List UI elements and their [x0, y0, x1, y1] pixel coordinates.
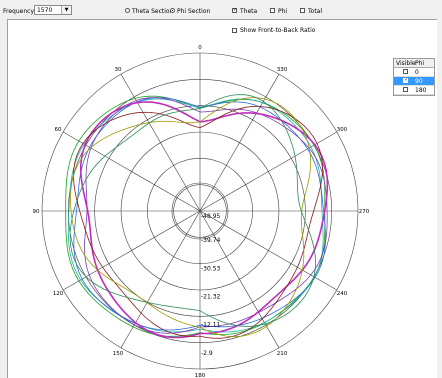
- pattern-trace: [67, 98, 324, 333]
- theta-section-radio[interactable]: [125, 8, 130, 13]
- theta-label[interactable]: Theta: [240, 8, 258, 15]
- angle-label: 30: [115, 67, 122, 73]
- radial-label: -2.9: [201, 350, 213, 357]
- front-to-back-checkbox[interactable]: [232, 28, 237, 33]
- header-phi: Phi: [415, 60, 425, 67]
- radial-label: -48.95: [201, 213, 221, 220]
- radial-label: -39.74: [201, 237, 221, 244]
- grid-spoke: [199, 74, 280, 212]
- angle-label: 0: [198, 45, 202, 51]
- frequency-value: 1570: [37, 7, 53, 14]
- phi-section-radio[interactable]: [170, 8, 175, 13]
- angle-label: 90: [33, 209, 40, 215]
- angle-label: 120: [53, 291, 64, 297]
- front-to-back-label[interactable]: Show Front-to-Back Ratio: [240, 27, 316, 34]
- radial-label: -12.11: [201, 322, 221, 329]
- grid-spoke: [120, 210, 201, 348]
- grid-spoke: [199, 131, 337, 212]
- visible-checkbox[interactable]: [403, 87, 408, 92]
- angle-label: 180: [195, 373, 206, 377]
- angle-labels: 0 330 300 270 240 210 180 150 120 90 60 30: [33, 45, 370, 377]
- total-label[interactable]: Total: [308, 8, 323, 15]
- angle-label: 60: [54, 127, 61, 133]
- visible-checkbox[interactable]: [403, 77, 408, 83]
- phi-value: 90: [415, 78, 423, 85]
- visibility-table: Visible Phi 0 90 180: [393, 58, 435, 96]
- angle-label: 240: [337, 291, 348, 297]
- grid-spoke: [63, 131, 201, 212]
- polar-grid: [41, 52, 359, 370]
- angle-label: 210: [277, 351, 288, 357]
- phi-value: 0: [415, 69, 419, 76]
- pattern-trace: [80, 101, 329, 339]
- visibility-table-header: Visible Phi: [394, 59, 434, 68]
- pattern-trace: [69, 97, 312, 338]
- frequency-select[interactable]: 1570 ▼: [34, 5, 72, 15]
- table-row[interactable]: 0: [394, 68, 434, 77]
- table-row[interactable]: 90: [394, 77, 434, 86]
- radial-label: -21.32: [201, 293, 221, 300]
- chevron-down-icon[interactable]: ▼: [61, 6, 71, 14]
- visible-checkbox[interactable]: [403, 69, 408, 74]
- radial-label: -30.53: [201, 265, 221, 272]
- radial-labels: -48.95 -39.74 -30.53 -21.32 -12.11 -2.9: [201, 213, 221, 357]
- angle-label: 150: [113, 351, 124, 357]
- phi-value: 180: [415, 87, 427, 94]
- header-visible: Visible: [396, 60, 416, 67]
- theta-section-label[interactable]: Theta Section: [132, 8, 174, 15]
- pattern-trace: [69, 94, 317, 327]
- grid-spoke: [120, 74, 201, 212]
- grid-spoke: [199, 210, 280, 348]
- frequency-label: Frequency:: [3, 8, 36, 15]
- radiation-pattern-traces: [65, 94, 329, 339]
- phi-checkbox[interactable]: [270, 8, 275, 13]
- phi-section-label[interactable]: Phi Section: [177, 8, 211, 15]
- angle-label: 300: [337, 127, 348, 133]
- pattern-trace: [73, 105, 323, 339]
- grid-spoke: [63, 210, 201, 291]
- phi-label[interactable]: Phi: [278, 8, 288, 15]
- angle-label: 330: [277, 67, 288, 73]
- pattern-trace: [73, 97, 326, 331]
- angle-label: 270: [359, 209, 370, 215]
- grid-spoke: [199, 210, 337, 291]
- toolbar: Frequency: 1570 ▼ Theta Section Phi Sect…: [0, 0, 442, 18]
- table-row[interactable]: 180: [394, 86, 434, 95]
- total-checkbox[interactable]: [300, 8, 305, 13]
- theta-checkbox[interactable]: [232, 7, 237, 13]
